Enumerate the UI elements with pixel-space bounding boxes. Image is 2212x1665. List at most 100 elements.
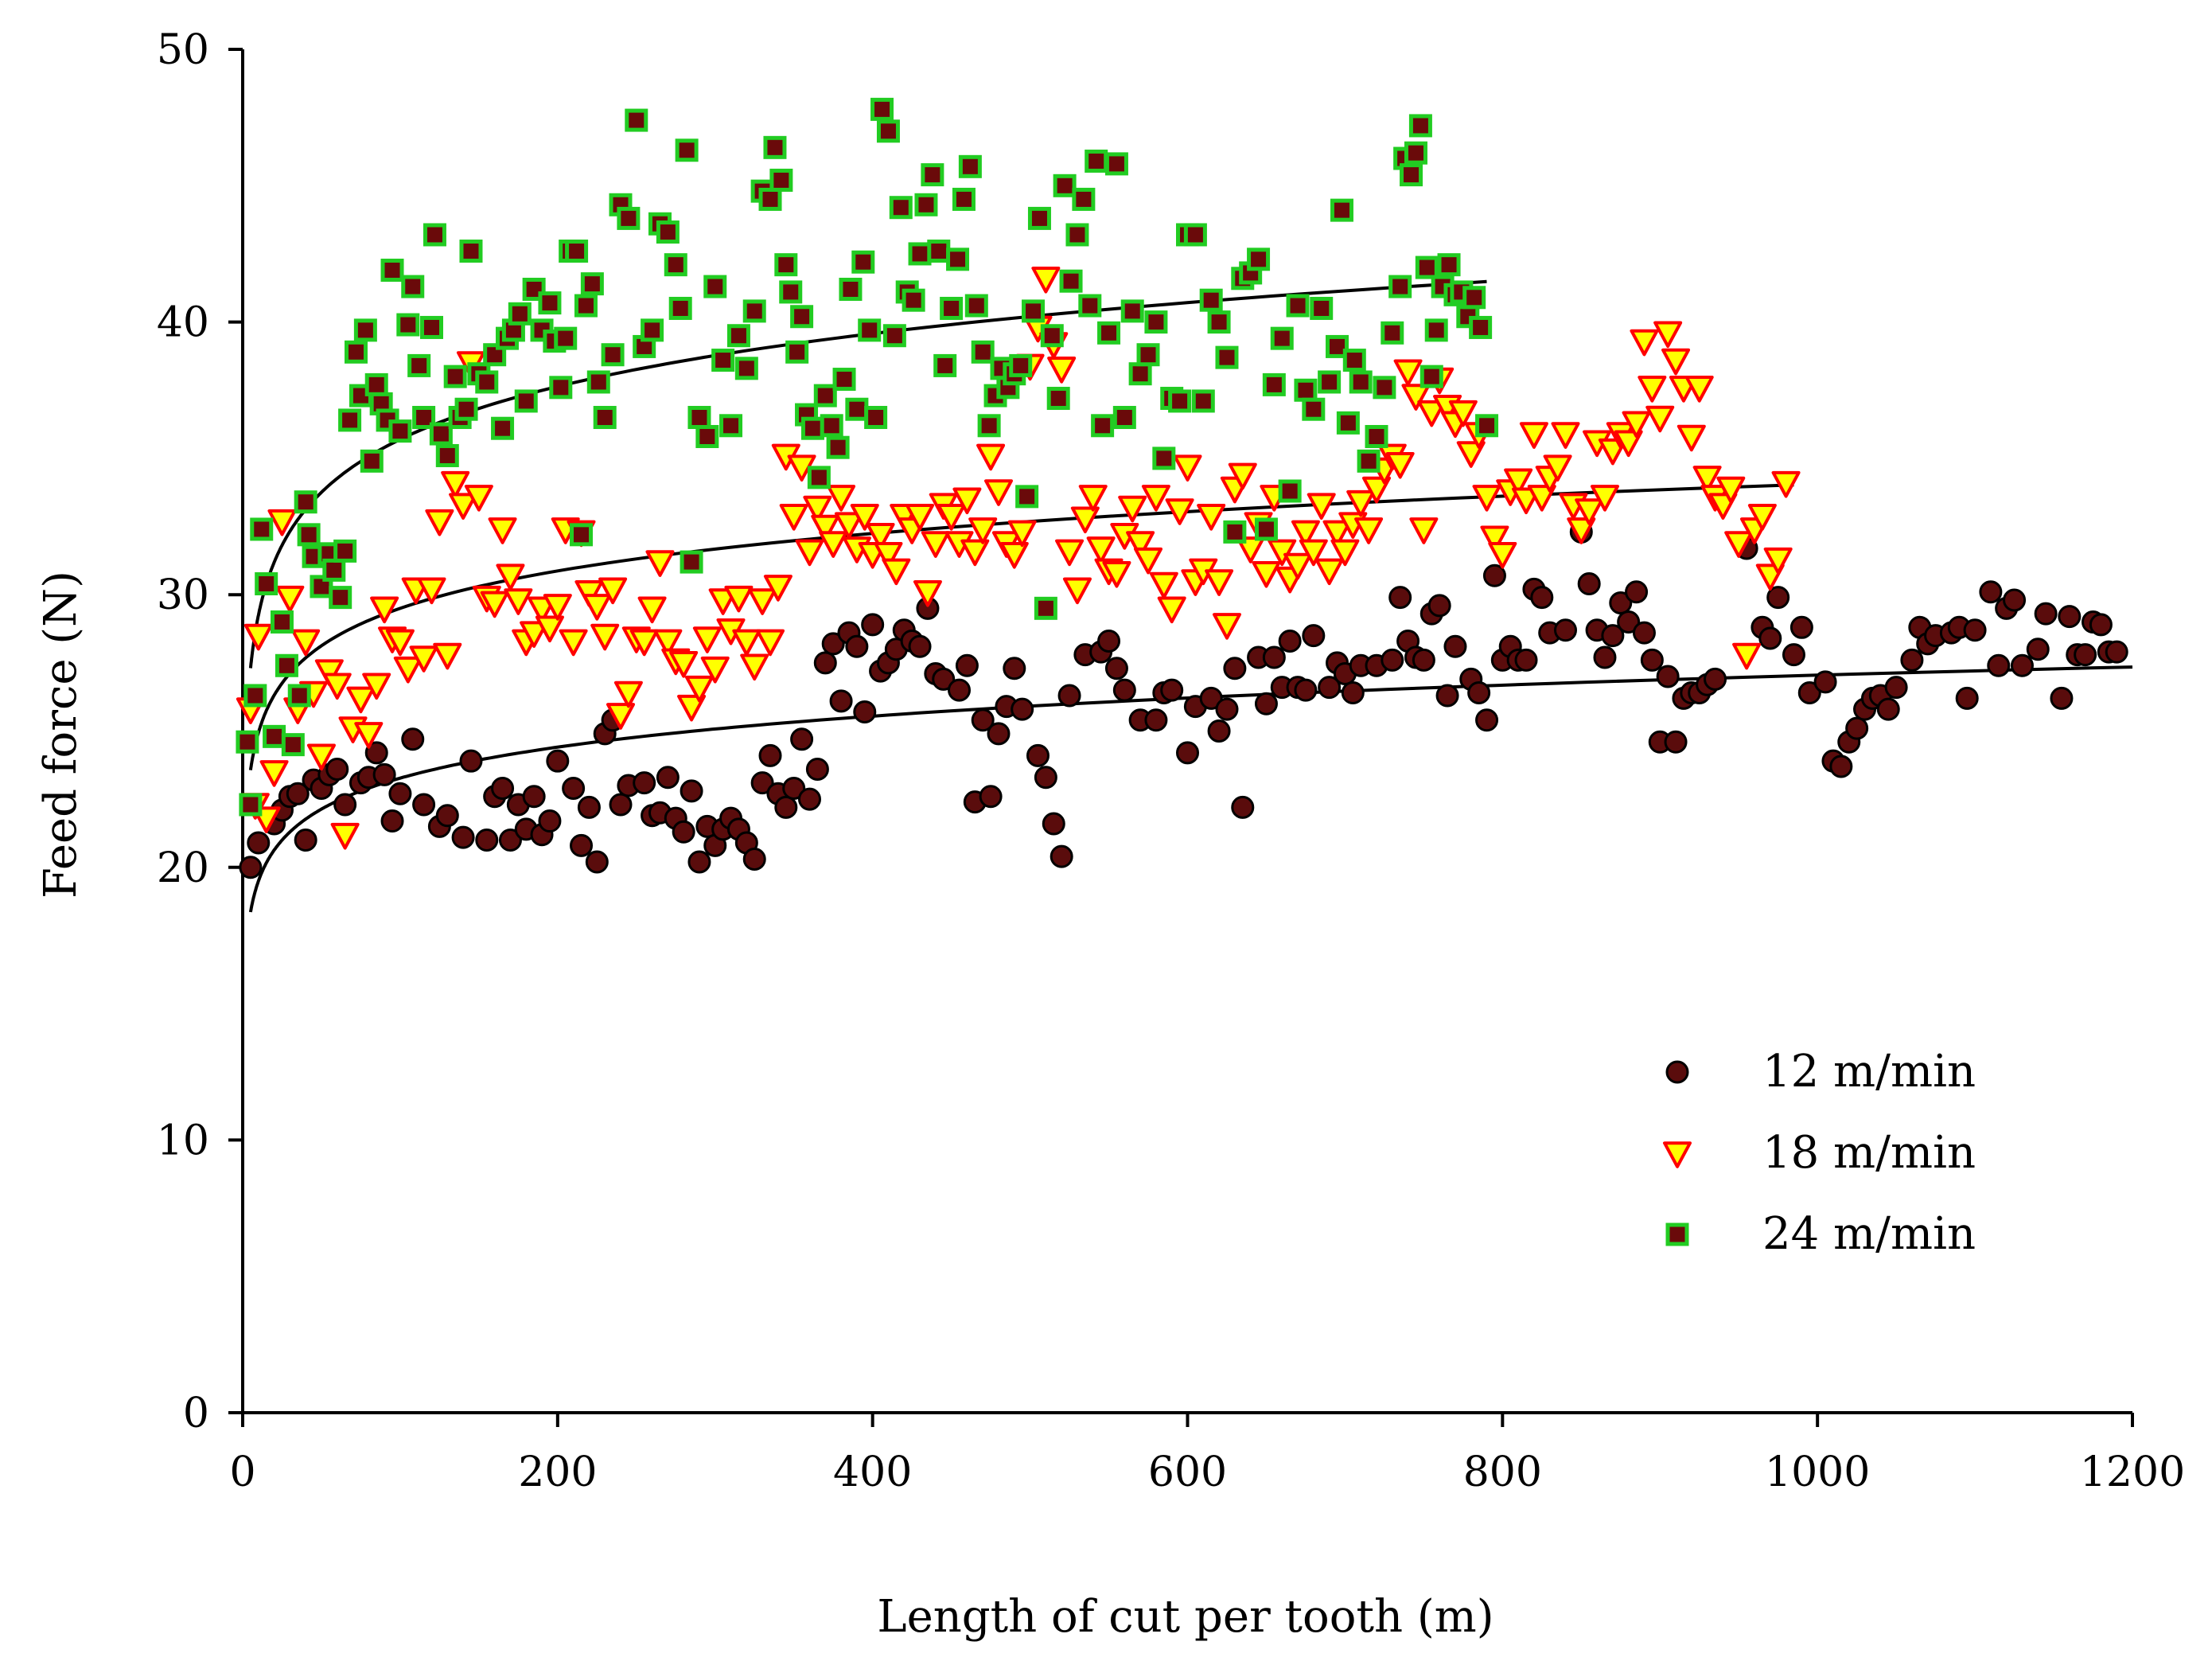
data-point <box>364 741 388 765</box>
data-point <box>314 659 344 686</box>
data-point <box>1381 648 1404 672</box>
data-point <box>1567 517 1596 544</box>
data-point <box>921 163 944 187</box>
data-point <box>774 795 798 819</box>
data-point <box>429 422 453 446</box>
data-point <box>1027 206 1051 230</box>
data-point <box>1979 580 2003 604</box>
data-point <box>1551 422 1580 449</box>
data-point <box>504 588 533 615</box>
data-point <box>322 673 352 700</box>
data-point <box>882 324 906 348</box>
data-point <box>346 686 376 714</box>
data-point <box>585 850 609 874</box>
data-point <box>1845 716 1869 740</box>
data-point <box>937 504 966 531</box>
data-point <box>1388 586 1412 610</box>
data-point <box>1758 626 1782 650</box>
data-points <box>236 97 2128 879</box>
data-point <box>774 253 798 277</box>
data-point <box>719 414 743 438</box>
data-point <box>637 596 667 624</box>
data-point <box>763 135 787 159</box>
data-point <box>1575 498 1604 525</box>
data-point <box>968 517 998 544</box>
data-point <box>401 727 425 751</box>
data-point <box>625 108 648 132</box>
data-point <box>459 240 483 263</box>
x-tick-label: 1200 <box>2080 1449 2185 1496</box>
data-point <box>1645 405 1675 433</box>
data-point <box>1134 547 1163 575</box>
data-point <box>845 397 869 421</box>
legend-label-18: 18 m/min <box>1762 1127 1976 1179</box>
data-point <box>243 684 267 708</box>
data-point <box>236 730 259 754</box>
data-point <box>1963 618 1987 642</box>
data-point <box>2105 640 2128 664</box>
data-point <box>734 357 758 380</box>
data-point <box>1472 485 1501 512</box>
data-point <box>1653 321 1683 349</box>
data-point <box>933 353 957 377</box>
data-point <box>353 318 377 342</box>
data-point <box>1307 493 1336 520</box>
legend-item-18: 18 m/min <box>1663 1127 1976 1179</box>
data-point <box>1236 536 1265 563</box>
data-point <box>805 757 829 781</box>
data-point <box>1435 684 1459 708</box>
data-point <box>1034 596 1057 620</box>
data-point <box>1716 476 1746 504</box>
data-point <box>1437 253 1461 277</box>
data-point <box>601 343 625 367</box>
data-point <box>425 509 454 536</box>
data-point <box>656 766 680 790</box>
data-point <box>1047 357 1077 384</box>
data-point <box>1514 648 1538 672</box>
data-point <box>955 653 979 677</box>
data-point <box>1617 610 1641 634</box>
data-point <box>543 594 572 621</box>
data-point <box>940 296 964 320</box>
data-point <box>1789 615 1813 639</box>
data-point <box>582 594 612 621</box>
data-point <box>270 610 294 634</box>
data-point <box>1342 349 1366 372</box>
data-point <box>1408 114 1432 138</box>
data-point <box>2034 602 2058 626</box>
data-point <box>362 673 391 700</box>
data-point <box>1040 324 1064 348</box>
legend-item-24: 24 m/min <box>1665 1208 1976 1260</box>
data-point <box>1102 560 1131 588</box>
x-tick-label: 0 <box>229 1449 255 1496</box>
data-point <box>475 370 499 394</box>
data-point <box>870 97 894 121</box>
legend-marker-circle <box>1665 1060 1689 1084</box>
legend-marker-shape <box>1663 1141 1692 1168</box>
data-point <box>570 523 594 547</box>
data-point <box>291 629 321 657</box>
data-point <box>807 466 831 489</box>
data-point <box>388 419 412 443</box>
data-point <box>496 563 525 591</box>
data-point <box>803 495 832 523</box>
data-point <box>1173 454 1202 482</box>
data-point <box>999 542 1029 569</box>
data-point <box>882 558 911 586</box>
data-point <box>1165 498 1194 525</box>
data-point <box>1215 345 1239 369</box>
legend-item-12: 12 m/min <box>1665 1046 1976 1098</box>
data-point <box>1310 296 1334 320</box>
data-point <box>858 318 882 342</box>
data-point <box>247 831 271 855</box>
data-point <box>1026 743 1050 767</box>
data-point <box>1104 152 1128 176</box>
data-point <box>259 760 289 787</box>
data-point <box>1262 645 1286 669</box>
data-point <box>1120 299 1144 323</box>
data-point <box>1362 476 1391 504</box>
data-point <box>1987 653 2011 677</box>
data-point <box>1191 389 1215 413</box>
data-point <box>819 531 848 558</box>
data-point <box>1955 686 1979 710</box>
